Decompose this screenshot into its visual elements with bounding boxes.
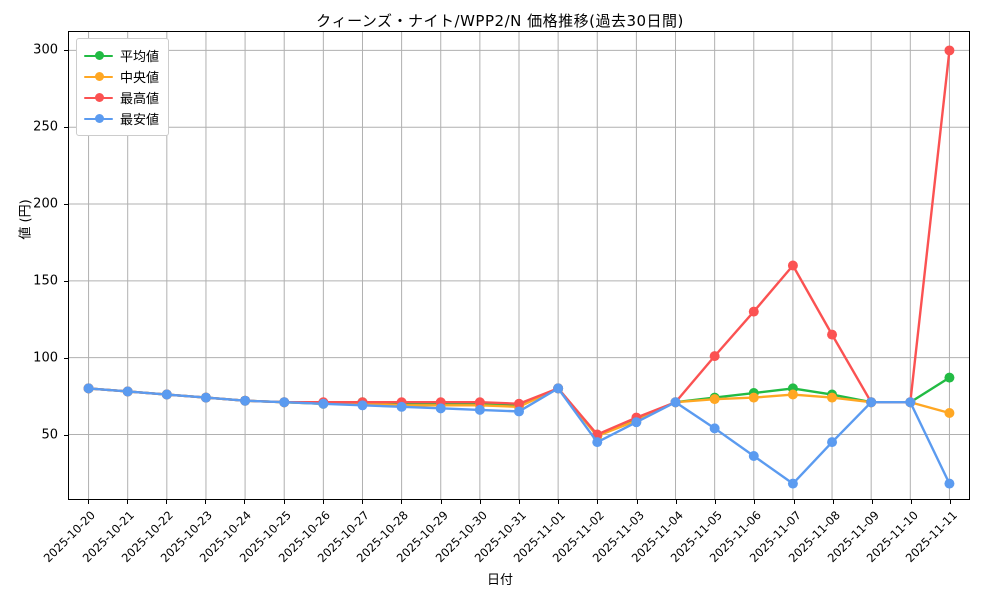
plot-area [68, 31, 970, 500]
legend-dot-icon [94, 113, 104, 123]
data-point [83, 383, 94, 394]
legend-item-1[interactable]: 中央値 [84, 66, 159, 87]
data-point [827, 392, 838, 403]
x-tick-mark [87, 500, 89, 504]
data-point [631, 417, 642, 428]
y-tick-mark [64, 358, 68, 360]
data-point [944, 407, 955, 418]
y-tick-label: 100 [33, 350, 58, 366]
legend-item-3[interactable]: 最安値 [84, 108, 159, 129]
data-point [122, 386, 133, 397]
data-point [592, 437, 603, 448]
x-tick-mark [519, 500, 520, 504]
legend-swatch-icon [84, 112, 113, 126]
x-tick-mark [832, 500, 834, 504]
x-tick-mark [871, 500, 873, 504]
legend-swatch-icon [84, 49, 113, 63]
legend-item-2[interactable]: 最高値 [84, 87, 159, 108]
series-3 [83, 383, 955, 489]
data-point [240, 395, 251, 406]
data-point [318, 398, 329, 409]
data-point [748, 451, 759, 461]
legend-label: 最安値 [120, 113, 160, 128]
data-point [670, 397, 681, 408]
data-point [396, 401, 407, 412]
legend-dot-icon [94, 71, 104, 81]
y-tick-label: 50 [41, 427, 58, 443]
x-tick-mark [126, 500, 128, 504]
data-point [787, 389, 798, 400]
data-point [748, 392, 759, 403]
data-point [553, 383, 564, 394]
x-tick-mark [754, 500, 756, 504]
x-tick-mark [244, 500, 246, 504]
data-point [944, 372, 955, 383]
y-axis-label: 値 (円) [18, 199, 34, 240]
x-tick-mark [322, 500, 324, 504]
data-point [827, 437, 838, 448]
legend-dot-icon [94, 92, 104, 102]
x-tick-mark [479, 500, 481, 504]
x-tick-mark [911, 500, 913, 504]
data-point [161, 389, 172, 400]
data-point [514, 406, 524, 417]
y-tick-mark [64, 435, 68, 437]
data-series-layer [83, 45, 955, 489]
data-point [748, 306, 759, 317]
chart-title: クィーンズ・ナイト/WPP2/N 価格推移(過去30日間) [316, 12, 684, 30]
data-point [200, 392, 211, 403]
data-point [827, 329, 838, 340]
x-axis-label: 日付 [486, 573, 513, 588]
y-tick-mark [64, 203, 68, 205]
y-tick-mark [64, 280, 68, 282]
legend-item-0[interactable]: 平均値 [84, 45, 159, 66]
data-point [514, 398, 524, 409]
x-tick-mark [950, 500, 952, 504]
legend-dot-icon [94, 50, 104, 60]
x-tick-mark [440, 500, 442, 504]
x-tick-mark [205, 500, 207, 504]
data-point [905, 397, 916, 408]
y-tick-mark [64, 49, 68, 51]
series-line [87, 49, 951, 436]
data-point [944, 45, 955, 56]
data-point [944, 478, 955, 489]
legend-label: 中央値 [120, 71, 160, 86]
data-point [787, 478, 798, 489]
y-tick-mark [64, 126, 68, 128]
data-point [279, 397, 290, 408]
x-tick-mark [283, 500, 285, 504]
legend-swatch-icon [84, 91, 113, 105]
x-tick-mark [401, 500, 403, 504]
data-point [357, 400, 368, 411]
x-tick-mark [715, 500, 717, 504]
chart-legend: 平均値中央値最高値最安値 [76, 38, 170, 136]
x-tick-mark [597, 500, 599, 504]
data-point [435, 403, 446, 414]
data-point [787, 260, 798, 271]
data-point [474, 404, 485, 415]
data-point [866, 397, 877, 408]
data-point [709, 394, 720, 405]
y-tick-label: 250 [33, 119, 58, 135]
data-point [709, 351, 720, 362]
x-tick-mark [362, 500, 364, 504]
x-tick-mark [636, 500, 638, 504]
x-tick-mark [675, 500, 677, 504]
y-tick-label: 150 [33, 273, 58, 289]
data-point [474, 397, 485, 408]
legend-swatch-icon [84, 70, 113, 84]
x-tick-mark [166, 500, 168, 504]
series-2 [83, 45, 955, 440]
y-tick-label: 300 [33, 42, 58, 57]
x-tick-mark [558, 500, 560, 504]
y-tick-label: 200 [33, 196, 58, 212]
data-point [709, 423, 720, 434]
legend-label: 平均値 [120, 50, 160, 65]
legend-label: 最高値 [120, 92, 160, 107]
x-tick-mark [793, 500, 795, 504]
